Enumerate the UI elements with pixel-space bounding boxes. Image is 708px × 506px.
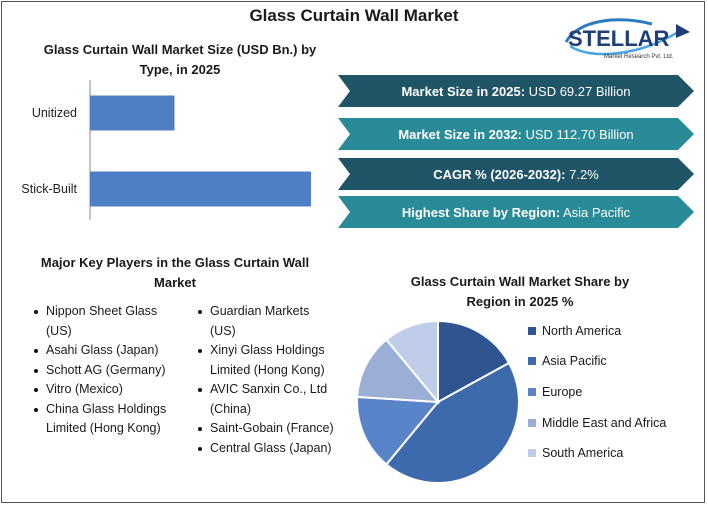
- pie-slice-south-america: [384, 319, 439, 405]
- key-players-list-left: Nippon Sheet Glass (US) Asahi Glass (Japa…: [32, 302, 182, 439]
- legend-label: South America: [542, 446, 624, 460]
- bar-stick-built: [90, 171, 311, 207]
- svg-text:STELLAR: STELLAR: [568, 26, 670, 51]
- legend-swatch: [528, 357, 536, 365]
- legend-label: Asia Pacific: [542, 354, 607, 368]
- pie-slice-north-america: [437, 319, 511, 404]
- legend-label: Middle East and Africa: [542, 416, 667, 430]
- stat-label: Market Size in 2025:: [401, 83, 526, 99]
- stat-banner: Market Size in 2032: USD 112.70 Billion: [338, 118, 694, 150]
- key-player-item: Guardian Markets (US): [196, 302, 336, 341]
- legend-swatch: [528, 327, 536, 335]
- pie-slice-asia-pacific: [384, 361, 520, 484]
- legend-item: South America: [528, 446, 623, 460]
- bar-unitized: [90, 95, 175, 131]
- pie-chart: [356, 319, 520, 484]
- legend-label: Europe: [542, 385, 583, 399]
- stat-banner: Market Size in 2025: USD 69.27 Billion: [338, 75, 694, 107]
- stat-value: Asia Pacific: [560, 204, 631, 220]
- legend-swatch: [528, 388, 536, 396]
- pie-slice-middle-east-and-africa: [356, 338, 441, 404]
- stat-label: Market Size in 2032:: [398, 126, 522, 142]
- svg-text:Market Research Pvt. Ltd.: Market Research Pvt. Ltd.: [604, 54, 674, 60]
- bar-chart-title: Glass Curtain Wall Market Size (USD Bn.)…: [43, 42, 317, 77]
- legend-swatch: [528, 419, 536, 427]
- key-player-item: China Glass Holdings Limited (Hong Kong): [32, 400, 182, 439]
- banner-shape: [338, 158, 694, 190]
- legend-item: North America: [528, 324, 621, 338]
- key-player-item: Central Glass (Japan): [196, 439, 336, 459]
- bar-chart: Unitized Stick-Built: [21, 80, 311, 220]
- legend-swatch: [528, 449, 536, 457]
- key-player-item: Xinyi Glass Holdings Limited (Hong Kong): [196, 341, 336, 380]
- pie-chart-title: Glass Curtain Wall Market Share by Regio…: [410, 274, 630, 309]
- banner-shape: [338, 196, 694, 228]
- stat-value: 7.2%: [565, 166, 599, 182]
- stellar-logo: STELLAR Market Research Pvt. Ltd.: [560, 16, 700, 66]
- legend-item: Europe: [528, 385, 582, 399]
- key-player-item: Vitro (Mexico): [32, 380, 182, 400]
- bar-category-label: Unitized: [32, 106, 77, 120]
- key-players-list-right: Guardian Markets (US) Xinyi Glass Holding…: [196, 302, 336, 458]
- stat-label: CAGR % (2026-2032):: [433, 166, 566, 182]
- stat-value: USD 69.27 Billion: [525, 83, 631, 99]
- key-player-item: Saint-Gobain (France): [196, 419, 336, 439]
- legend-item: Asia Pacific: [528, 354, 607, 368]
- legend-item: Middle East and Africa: [528, 416, 666, 430]
- key-player-item: Nippon Sheet Glass (US): [32, 302, 182, 341]
- key-player-item: Asahi Glass (Japan): [32, 341, 182, 361]
- key-player-item: Schott AG (Germany): [32, 361, 182, 381]
- stat-banner: Highest Share by Region: Asia Pacific: [338, 196, 694, 228]
- stat-label: Highest Share by Region:: [401, 204, 561, 220]
- legend-label: North America: [542, 324, 622, 338]
- bar-category-label: Stick-Built: [21, 182, 77, 196]
- stat-value: USD 112.70 Billion: [521, 126, 634, 142]
- banner-shape: [338, 118, 694, 150]
- page-title: Glass Curtain Wall Market: [249, 6, 459, 25]
- stat-banner: CAGR % (2026-2032): 7.2%: [338, 158, 694, 190]
- banner-shape: [338, 75, 694, 107]
- key-players-title: Major Key Players in the Glass Curtain W…: [40, 255, 310, 290]
- key-player-item: AVIC Sanxin Co., Ltd (China): [196, 380, 336, 419]
- pie-slice-europe: [356, 395, 441, 466]
